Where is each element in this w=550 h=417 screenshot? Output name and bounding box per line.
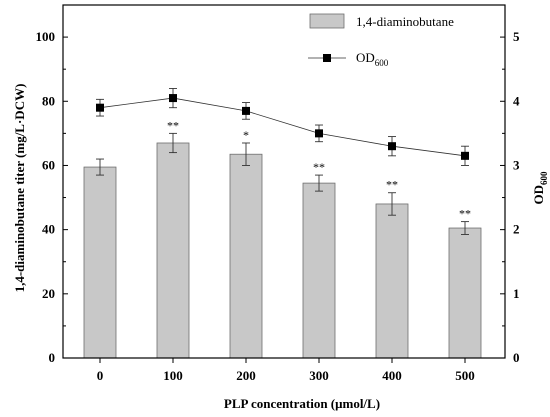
od600-point (461, 151, 469, 160)
y-axis-title-right-sub: 600 (539, 171, 549, 185)
bar (448, 227, 482, 359)
y-tick-label-right: 1 (513, 286, 520, 301)
od600-point (96, 103, 104, 112)
od600-point (242, 106, 250, 115)
legend: 1,4-diaminobutane OD600 (308, 13, 454, 68)
axes: 0 20 40 60 80 100 0 1 2 3 4 5 0 100 200 300 400 500 (36, 4, 520, 383)
bar (302, 182, 336, 359)
x-tick-label: 300 (309, 368, 329, 383)
legend-bar-swatch (309, 13, 345, 29)
od600-point (315, 129, 323, 138)
bar-series: ********* (83, 118, 482, 359)
x-tick-label: 200 (236, 368, 256, 383)
od600-point (388, 142, 396, 151)
y-tick-label-left: 20 (42, 286, 55, 301)
x-tick-label: 100 (163, 368, 183, 383)
bar (229, 153, 263, 359)
x-tick-label: 0 (97, 368, 104, 383)
significance-label: * (243, 128, 249, 142)
od600-point (169, 94, 177, 103)
x-axis-title: PLP concentration (μmol/L) (224, 396, 380, 411)
od600-line (99, 97, 466, 157)
legend-line-label: OD600 (356, 50, 389, 68)
x-tick-label: 400 (382, 368, 402, 383)
y-tick-label-right: 2 (513, 222, 520, 237)
significance-label: ** (386, 178, 398, 192)
significance-label: ** (167, 118, 179, 132)
bar (375, 203, 409, 359)
legend-bar-label: 1,4-diaminobutane (356, 14, 454, 29)
y-tick-label-left: 0 (49, 350, 56, 365)
significance-label: ** (459, 207, 471, 221)
line-series (96, 87, 469, 166)
y-tick-label-left: 60 (42, 157, 55, 172)
y-tick-label-right: 5 (513, 29, 520, 44)
legend-line-label-main: OD (356, 50, 375, 65)
y-tick-label-right: 4 (513, 93, 520, 108)
significance-label: ** (313, 160, 325, 174)
y-tick-label-left: 100 (36, 29, 56, 44)
legend-line-label-sub: 600 (375, 58, 389, 68)
bar (156, 142, 190, 359)
y-tick-label-left: 40 (42, 222, 55, 237)
bar (83, 166, 117, 359)
y-axis-title-left: 1,4-diaminobutane titer (mg/L·DCW) (12, 84, 27, 293)
y-axis-title-right-main: OD (531, 185, 546, 205)
y-tick-label-right: 3 (513, 157, 520, 172)
y-axis-title-right: OD600 (531, 171, 549, 205)
y-tick-label-left: 80 (42, 93, 55, 108)
y-tick-label-right: 0 (513, 350, 520, 365)
legend-line-marker (323, 54, 331, 62)
plot-frame (62, 4, 506, 359)
x-tick-label: 500 (455, 368, 475, 383)
